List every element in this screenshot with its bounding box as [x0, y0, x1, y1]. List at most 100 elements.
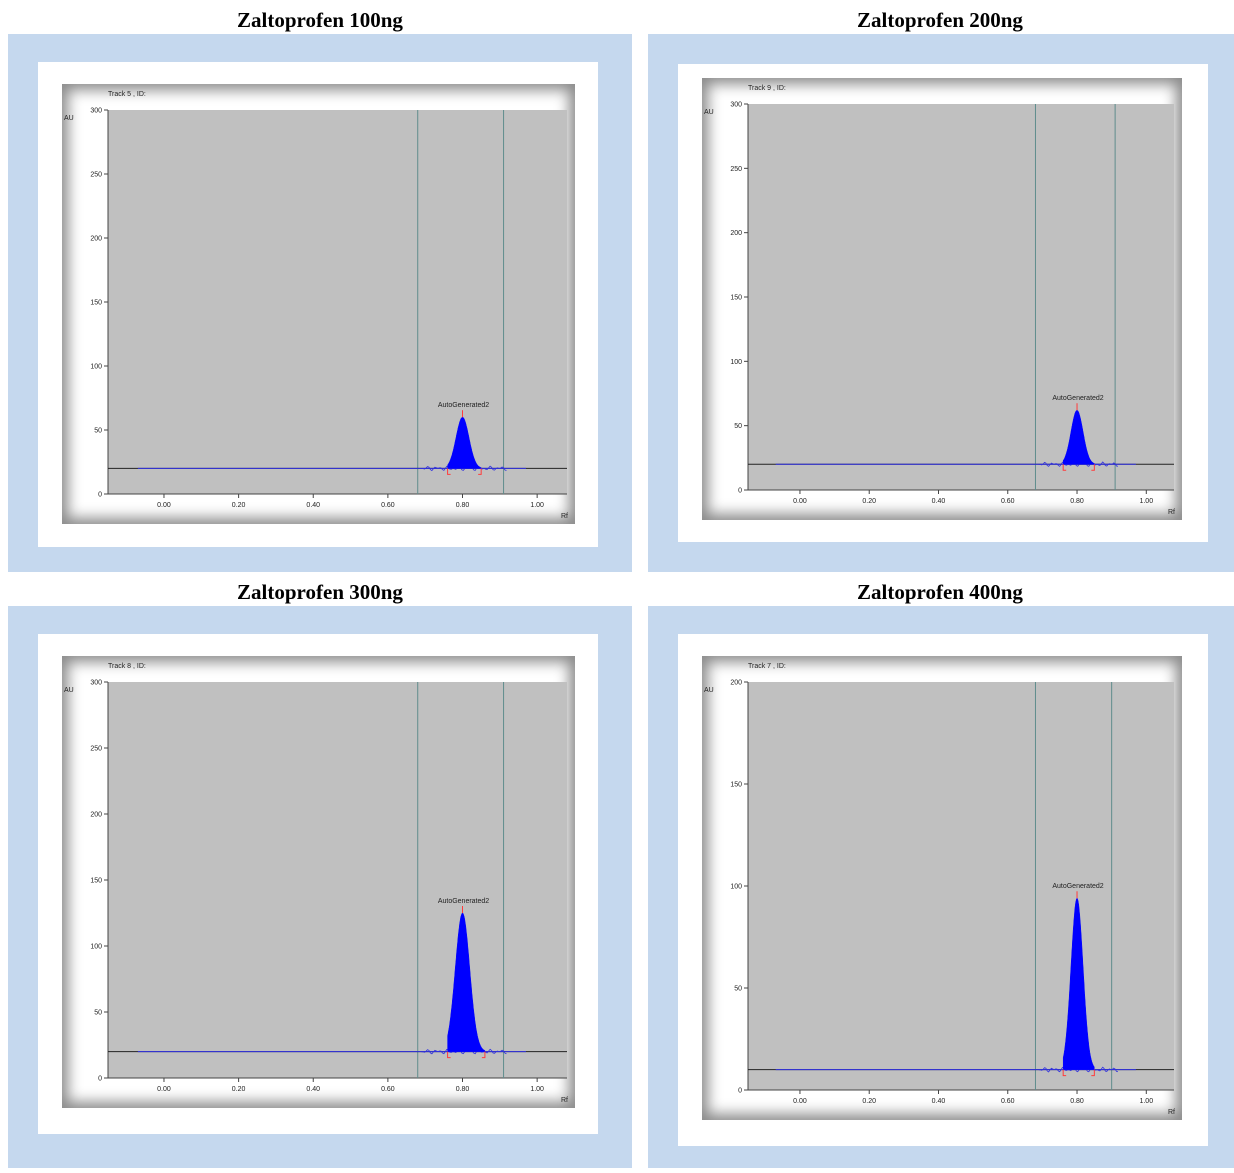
panel-title: Zaltoprofen 100ng [237, 8, 403, 32]
x-axis-label: Rf [561, 513, 568, 520]
y-axis-label: AU [64, 687, 74, 694]
plot-background [748, 682, 1174, 1090]
y-tick-label: 50 [734, 986, 742, 993]
integration-bracket [478, 468, 482, 475]
chart-frame: Track 5 , ID: AU Rf 0 50 100 150 200 250 300 0.00 0… [8, 34, 632, 572]
peak-label: AutoGenerated2 [1052, 395, 1103, 402]
chart-mat: Track 9 , ID: AU Rf 0 50 100 150 200 250 300 0.00 0… [678, 64, 1208, 542]
y-tick-label: 300 [90, 680, 102, 687]
chromatogram-chart: Track 5 , ID: AU Rf 0 50 100 150 200 250 300 0.00 0… [64, 91, 568, 520]
y-tick-label: 100 [730, 884, 742, 891]
y-axis-label: AU [704, 687, 714, 694]
peak-area [447, 912, 486, 1052]
y-tick-label: 150 [90, 878, 102, 885]
y-tick-label: 150 [730, 782, 742, 789]
chart-plot-area: Track 7 , ID: AU Rf 0 50 100 150 200 0.00 0.20 0.4… [702, 656, 1182, 1120]
x-tick-label: 0.40 [306, 1086, 320, 1093]
x-tick-label: 0.80 [1070, 498, 1084, 505]
y-tick-label: 300 [90, 108, 102, 115]
x-tick-label: 0.00 [793, 1098, 807, 1105]
y-tick-label: 100 [730, 359, 742, 366]
y-tick-label: 0 [738, 1088, 742, 1095]
plot-background [748, 104, 1174, 490]
x-tick-label: 1.00 [530, 502, 544, 509]
peak-label: AutoGenerated2 [438, 898, 489, 905]
chromatogram-chart: Track 9 , ID: AU Rf 0 50 100 150 200 250 300 0.00 0… [704, 85, 1175, 516]
x-tick-label: 1.00 [530, 1086, 544, 1093]
noise-signal [1038, 461, 1118, 467]
peak-area [1062, 409, 1095, 465]
noise-signal [1038, 1066, 1118, 1073]
y-tick-label: 50 [94, 428, 102, 435]
noise-signal [421, 465, 507, 472]
y-tick-label: 0 [98, 1076, 102, 1083]
peak-area [447, 416, 482, 469]
chart-plot-area: Track 5 , ID: AU Rf 0 50 100 150 200 250 300 0.00 0… [62, 84, 575, 524]
y-tick-label: 250 [730, 166, 742, 173]
noise-signal [421, 1048, 507, 1055]
y-tick-label: 150 [90, 300, 102, 307]
chart-frame: Track 7 , ID: AU Rf 0 50 100 150 200 0.00 0.20 0.4… [648, 606, 1234, 1168]
track-label: Track 9 , ID: [748, 85, 786, 92]
panel-title: Zaltoprofen 300ng [237, 580, 403, 604]
x-tick-label: 0.60 [381, 1086, 395, 1093]
panel-title: Zaltoprofen 400ng [857, 580, 1023, 604]
peak-label: AutoGenerated2 [438, 402, 489, 409]
track-label: Track 5 , ID: [108, 91, 146, 98]
y-axis-label: AU [704, 109, 714, 116]
x-tick-label: 0.20 [862, 1098, 876, 1105]
x-tick-label: 0.20 [862, 498, 876, 505]
integration-bracket [1062, 464, 1067, 471]
x-tick-label: 0.80 [456, 1086, 470, 1093]
x-tick-label: 0.60 [1001, 498, 1015, 505]
x-axis-label: Rf [1168, 509, 1175, 516]
x-axis-label: Rf [1168, 1109, 1175, 1116]
y-tick-label: 250 [90, 746, 102, 753]
x-tick-label: 0.60 [1001, 1098, 1015, 1105]
y-axis-label: AU [64, 115, 74, 122]
integration-bracket [447, 1051, 451, 1059]
y-tick-label: 150 [730, 295, 742, 302]
chart-plot-area: Track 8 , ID: AU Rf 0 50 100 150 200 250 300 0.00 0… [62, 656, 575, 1108]
chart-frame: Track 8 , ID: AU Rf 0 50 100 150 200 250 300 0.00 0… [8, 606, 632, 1168]
track-label: Track 8 , ID: [108, 663, 146, 670]
integration-bracket [1062, 1069, 1067, 1077]
integration-bracket [481, 1051, 486, 1059]
chart-frame: Track 9 , ID: AU Rf 0 50 100 150 200 250 300 0.00 0… [648, 34, 1234, 572]
y-tick-label: 0 [738, 488, 742, 495]
chromatogram-chart: Track 8 , ID: AU Rf 0 50 100 150 200 250 300 0.00 0… [64, 663, 568, 1104]
x-tick-label: 0.00 [157, 1086, 171, 1093]
y-tick-label: 200 [90, 236, 102, 243]
panel-title: Zaltoprofen 200ng [857, 8, 1023, 32]
plot-background [108, 110, 567, 494]
x-tick-label: 0.80 [456, 502, 470, 509]
y-tick-label: 50 [734, 423, 742, 430]
track-label: Track 7 , ID: [748, 663, 786, 670]
integration-bracket [447, 468, 451, 475]
x-tick-label: 0.40 [306, 502, 320, 509]
y-tick-label: 200 [90, 812, 102, 819]
chart-mat: Track 5 , ID: AU Rf 0 50 100 150 200 250 300 0.00 0… [38, 62, 598, 547]
x-tick-label: 0.40 [932, 1098, 946, 1105]
x-tick-label: 0.40 [932, 498, 946, 505]
integration-bracket [1091, 1069, 1095, 1077]
y-tick-label: 200 [730, 230, 742, 237]
x-tick-label: 1.00 [1139, 498, 1153, 505]
integration-bracket [1091, 464, 1095, 471]
x-tick-label: 0.20 [232, 502, 246, 509]
chart-mat: Track 7 , ID: AU Rf 0 50 100 150 200 0.00 0.20 0.4… [678, 634, 1208, 1146]
y-tick-label: 200 [730, 680, 742, 687]
x-tick-label: 0.00 [157, 502, 171, 509]
x-tick-label: 0.60 [381, 502, 395, 509]
y-tick-label: 100 [90, 364, 102, 371]
y-tick-label: 300 [730, 102, 742, 109]
y-tick-label: 250 [90, 172, 102, 179]
plot-background [108, 682, 567, 1078]
x-tick-label: 0.00 [793, 498, 807, 505]
y-tick-label: 100 [90, 944, 102, 951]
y-tick-label: 0 [98, 492, 102, 499]
x-tick-label: 0.20 [232, 1086, 246, 1093]
peak-label: AutoGenerated2 [1052, 883, 1103, 890]
x-tick-label: 0.80 [1070, 1098, 1084, 1105]
chart-plot-area: Track 9 , ID: AU Rf 0 50 100 150 200 250 300 0.00 0… [702, 78, 1182, 520]
